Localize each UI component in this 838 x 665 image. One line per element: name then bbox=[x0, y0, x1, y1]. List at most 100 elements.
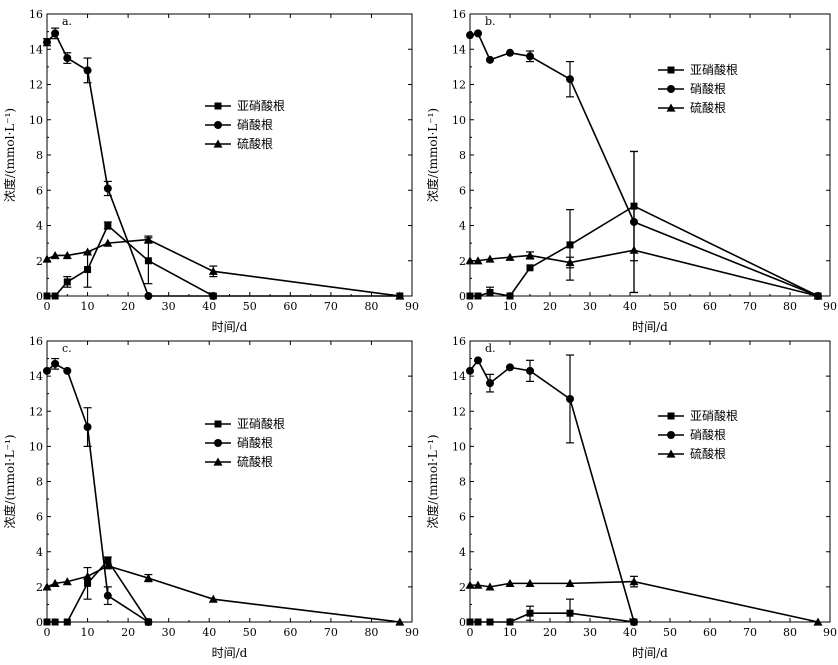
data-point bbox=[50, 578, 60, 587]
y-tick-label: 14 bbox=[452, 370, 466, 383]
y-tick-label: 16 bbox=[452, 8, 466, 21]
y-tick-label: 0 bbox=[36, 616, 43, 629]
data-point bbox=[103, 184, 112, 193]
x-tick-label: 60 bbox=[283, 300, 297, 313]
data-point bbox=[466, 618, 474, 626]
legend-label: 硫酸根 bbox=[237, 136, 273, 151]
data-point bbox=[51, 29, 60, 38]
chart-panel-3: 0 10 20 30 40 50 60 70 80 90 0 2 4 6 8 10 12 14 16 c. 时间/d 浓度… bbox=[2, 335, 419, 660]
data-point bbox=[63, 366, 72, 375]
y-tick-label: 2 bbox=[459, 255, 466, 268]
data-point bbox=[62, 250, 72, 260]
panel-label: d. bbox=[485, 342, 496, 355]
x-tick-label: 0 bbox=[467, 626, 474, 639]
data-point bbox=[506, 48, 514, 57]
y-tick-label: 10 bbox=[452, 114, 466, 127]
data-point bbox=[43, 292, 51, 300]
series-square bbox=[466, 598, 638, 626]
x-tick-label: 70 bbox=[324, 300, 338, 313]
x-tick-label: 70 bbox=[743, 626, 757, 639]
data-point bbox=[42, 254, 52, 263]
data-point bbox=[506, 363, 514, 372]
data-point bbox=[208, 266, 218, 275]
data-point bbox=[486, 379, 494, 388]
series-line bbox=[470, 612, 635, 623]
x-tick-label: 20 bbox=[543, 300, 557, 313]
data-point bbox=[813, 617, 823, 626]
legend-entry: 硝酸根 bbox=[658, 427, 726, 442]
data-point bbox=[466, 31, 474, 40]
x-tick-label: 90 bbox=[405, 300, 419, 313]
legend-marker bbox=[667, 431, 675, 439]
y-tick-label: 2 bbox=[459, 581, 466, 594]
x-tick-label: 60 bbox=[283, 626, 297, 639]
x-tick-label: 10 bbox=[81, 300, 95, 313]
data-point bbox=[506, 618, 514, 626]
y-axis-title: 浓度/(mmol·L⁻¹) bbox=[425, 108, 440, 202]
legend-entry: 亚硝酸根 bbox=[205, 416, 285, 431]
chart-panel-2: 0 10 20 30 40 50 60 70 80 90 0 2 4 6 8 10 12 14 16 b. 时间/d 浓度… bbox=[425, 8, 837, 334]
x-tick-label: 50 bbox=[663, 626, 677, 639]
data-point bbox=[474, 356, 482, 365]
x-axis-title: 时间/d bbox=[212, 320, 248, 334]
x-tick-label: 40 bbox=[623, 626, 637, 639]
legend-label: 亚硝酸根 bbox=[690, 62, 738, 77]
series-circle bbox=[466, 354, 638, 626]
legend-entry: 硝酸根 bbox=[205, 435, 273, 450]
series-line bbox=[469, 32, 819, 297]
y-tick-label: 10 bbox=[452, 440, 466, 453]
y-tick-label: 4 bbox=[459, 220, 466, 233]
x-tick-label: 50 bbox=[243, 300, 257, 313]
y-tick-label: 2 bbox=[36, 581, 43, 594]
y-tick-label: 6 bbox=[36, 184, 43, 197]
legend-marker bbox=[666, 449, 676, 458]
x-tick-label: 90 bbox=[823, 300, 837, 313]
x-tick-label: 20 bbox=[121, 300, 135, 313]
data-point bbox=[43, 366, 51, 375]
data-point bbox=[485, 582, 495, 591]
chart-panel-1: 0 10 20 30 40 50 60 70 80 90 0 2 4 6 8 10 12 14 16 a. 时间/d 浓度… bbox=[2, 8, 419, 334]
legend-marker bbox=[667, 66, 675, 74]
x-axis-title: 时间/d bbox=[212, 646, 248, 660]
data-point bbox=[63, 618, 71, 626]
series-square bbox=[43, 221, 404, 300]
y-tick-label: 14 bbox=[29, 370, 43, 383]
legend-entry: 硫酸根 bbox=[205, 136, 273, 151]
x-tick-label: 70 bbox=[743, 300, 757, 313]
y-tick-label: 14 bbox=[29, 43, 43, 56]
legend-entry: 硫酸根 bbox=[205, 454, 273, 469]
series-circle bbox=[43, 357, 153, 626]
y-tick-label: 2 bbox=[36, 255, 43, 268]
data-point bbox=[50, 250, 60, 260]
data-point bbox=[84, 266, 92, 274]
data-point bbox=[465, 580, 475, 589]
data-point bbox=[63, 278, 71, 286]
legend-marker bbox=[214, 121, 222, 129]
data-point bbox=[62, 577, 72, 586]
legend-entry: 亚硝酸根 bbox=[205, 98, 285, 113]
x-tick-label: 50 bbox=[663, 300, 677, 313]
plot-frame bbox=[46, 340, 413, 623]
y-axis-title: 浓度/(mmol·L⁻¹) bbox=[425, 434, 440, 528]
legend-label: 亚硝酸根 bbox=[237, 416, 285, 431]
legend-label: 亚硝酸根 bbox=[237, 98, 285, 113]
data-point bbox=[43, 618, 51, 626]
x-tick-label: 10 bbox=[503, 626, 517, 639]
y-tick-label: 16 bbox=[452, 335, 466, 348]
data-point bbox=[103, 561, 113, 570]
data-point bbox=[566, 75, 574, 84]
x-tick-label: 40 bbox=[202, 300, 216, 313]
data-point bbox=[104, 222, 112, 229]
series-line bbox=[46, 564, 400, 623]
y-tick-label: 14 bbox=[452, 43, 466, 56]
x-tick-label: 80 bbox=[364, 626, 378, 639]
data-point bbox=[566, 241, 574, 249]
x-tick-label: 70 bbox=[324, 626, 338, 639]
legend-marker bbox=[667, 412, 675, 420]
y-tick-label: 8 bbox=[459, 149, 466, 162]
legend-marker bbox=[213, 139, 223, 148]
x-tick-label: 10 bbox=[503, 300, 517, 313]
series-circle bbox=[466, 29, 822, 300]
